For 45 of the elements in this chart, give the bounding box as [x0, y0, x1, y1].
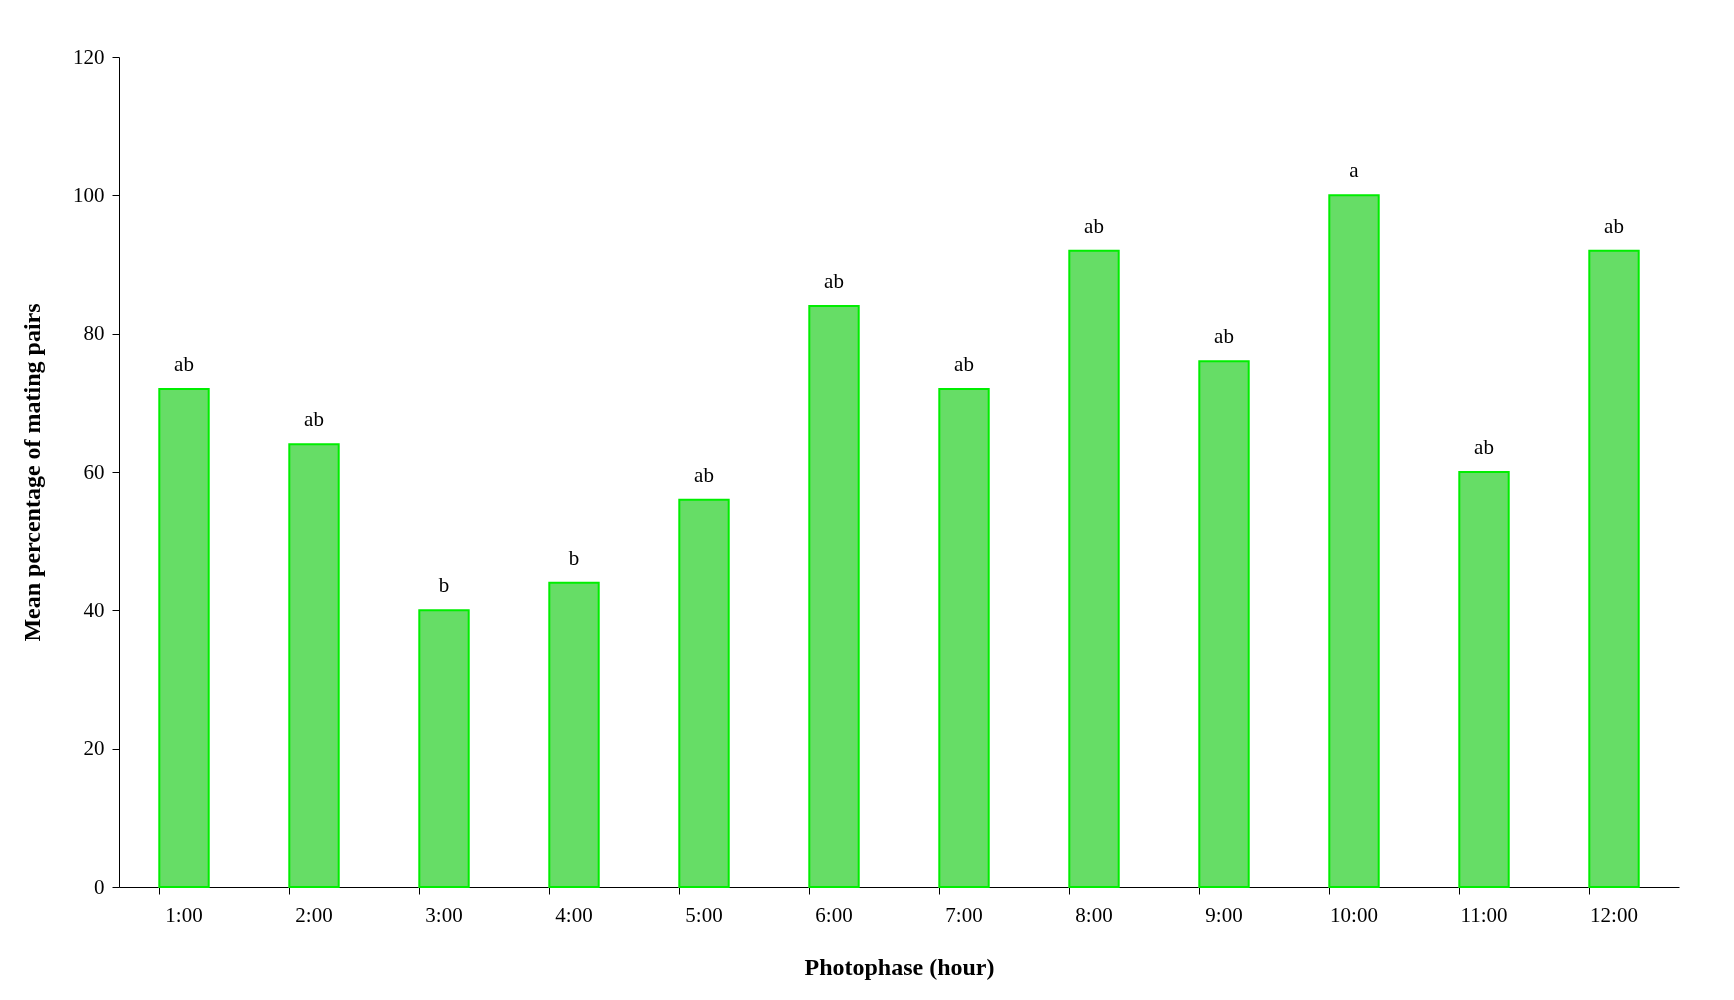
bar — [158, 388, 210, 888]
x-tick-label: 7:00 — [945, 902, 983, 927]
bar — [1198, 360, 1250, 888]
y-axis-title: Mean percentage of mating pairs — [19, 303, 45, 642]
x-tick-label: 5:00 — [685, 902, 723, 927]
annotation: ab — [1214, 324, 1234, 349]
x-tick-label: 9:00 — [1205, 902, 1243, 927]
bar — [548, 581, 600, 888]
x-axis-title: Photophase (hour) — [804, 953, 995, 980]
y-tick-label: 120 — [73, 44, 105, 69]
x-tick-label: 6:00 — [815, 902, 853, 927]
bar — [288, 443, 340, 888]
y-tick-label: 80 — [83, 321, 105, 346]
annotation: ab — [954, 352, 974, 376]
bar — [678, 498, 730, 888]
x-tick-label: 10:00 — [1330, 902, 1378, 927]
annotation: b — [438, 573, 450, 598]
x-tick-label: 8:00 — [1075, 902, 1113, 927]
y-tick-label: 60 — [83, 459, 105, 484]
annotation: ab — [304, 407, 324, 432]
x-tick-label: 1:00 — [165, 902, 203, 927]
annotation: b — [568, 545, 580, 570]
annotation: ab — [174, 352, 194, 376]
annotation: ab — [1474, 435, 1494, 459]
bar — [418, 609, 470, 888]
annotation: ab — [824, 269, 844, 293]
bar — [808, 305, 860, 888]
x-tick-label: 11:00 — [1460, 902, 1508, 927]
annotation: ab — [694, 462, 714, 487]
bar — [1588, 249, 1640, 888]
x-tick-label: 4:00 — [555, 902, 593, 927]
x-tick-label: 12:00 — [1590, 902, 1638, 927]
bar — [1328, 194, 1380, 888]
annotation: ab — [1084, 213, 1104, 238]
y-tick-label: 40 — [83, 597, 105, 622]
x-tick-label: 2:00 — [295, 902, 333, 927]
y-tick-label: 100 — [73, 182, 105, 207]
bar — [1068, 249, 1120, 888]
annotation: ab — [1604, 213, 1624, 238]
x-tick-label: 3:00 — [425, 902, 463, 927]
y-tick-label: 20 — [83, 736, 105, 761]
bar — [1458, 471, 1510, 888]
y-tick-label: 0 — [94, 874, 105, 899]
bar — [938, 388, 990, 888]
annotation: a — [1349, 158, 1360, 183]
